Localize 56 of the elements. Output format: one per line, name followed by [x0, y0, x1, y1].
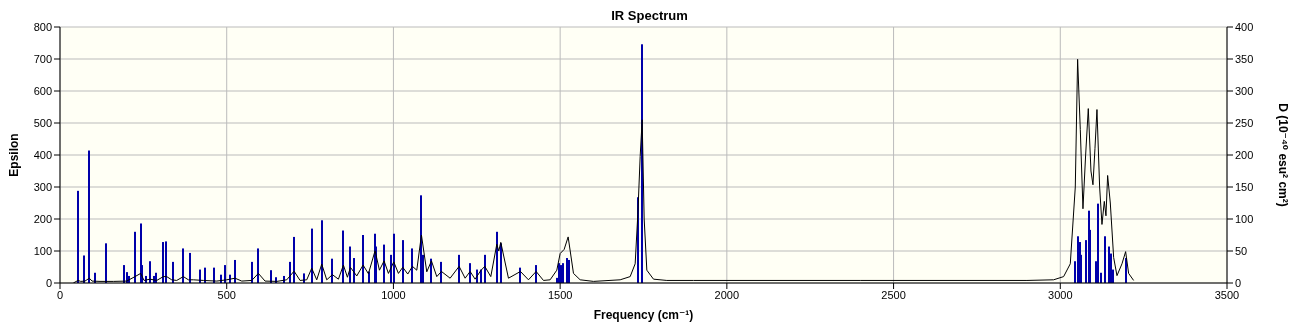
y2-tick-label: 0 [1235, 276, 1242, 289]
y-tick-label: 0 [45, 276, 52, 289]
x-tick-label: 1000 [381, 288, 406, 301]
bar [440, 261, 442, 283]
x-tick-label: 0 [56, 288, 64, 301]
y-tick-label: 300 [33, 180, 52, 193]
bar [165, 241, 167, 283]
bar [362, 235, 364, 283]
bar [189, 252, 191, 283]
bar [1077, 236, 1079, 283]
bar [420, 195, 422, 283]
x-tick-label: 3500 [1214, 288, 1240, 301]
bar [182, 248, 184, 283]
y2-tick-label: 300 [1235, 84, 1254, 97]
y2-tick-label: 250 [1235, 116, 1254, 129]
y-tick-label: 800 [33, 20, 52, 33]
x-tick-label: 3000 [1048, 288, 1073, 301]
x-tick-label: 500 [217, 288, 236, 301]
bar [411, 248, 413, 283]
y2-tick-label: 200 [1235, 148, 1254, 161]
bar [77, 190, 79, 283]
y2-tick-label: 50 [1235, 244, 1248, 257]
y-tick-label: 500 [33, 116, 52, 129]
bar [311, 228, 313, 283]
bar [162, 242, 164, 283]
bar [321, 220, 323, 283]
x-tick-label: 2500 [881, 288, 906, 301]
y2-tick-label: 100 [1235, 212, 1254, 225]
bar [1097, 203, 1099, 283]
y2-tick-label: 350 [1235, 52, 1254, 65]
x-tick-label: 2000 [714, 288, 740, 301]
bar [257, 248, 259, 283]
bar [105, 243, 107, 283]
bar [393, 233, 395, 283]
bar [149, 261, 151, 283]
y-tick-label: 600 [33, 84, 52, 97]
bar [1108, 246, 1110, 283]
bar [134, 231, 136, 283]
chart-title: IR Spectrum [611, 8, 688, 23]
x-axis-title: Frequency (cm⁻¹) [593, 308, 694, 322]
bar [293, 236, 295, 283]
bar [342, 230, 344, 283]
y2-axis-title: D (10⁻⁴⁰ esu² cm²) [1275, 103, 1290, 207]
y-tick-label: 400 [33, 148, 52, 161]
bar [402, 240, 404, 283]
y-tick-label: 100 [33, 244, 52, 257]
bar [83, 255, 85, 283]
bar [234, 259, 236, 283]
x-tick-label: 1500 [547, 288, 573, 301]
y-tick-label: 700 [33, 52, 52, 65]
bar [88, 150, 90, 283]
y-tick-label: 200 [33, 212, 52, 225]
y-axis-title: Epsilon [7, 133, 22, 177]
y2-tick-label: 150 [1235, 180, 1254, 193]
bar [1104, 236, 1106, 283]
y2-tick-label: 400 [1235, 20, 1254, 33]
